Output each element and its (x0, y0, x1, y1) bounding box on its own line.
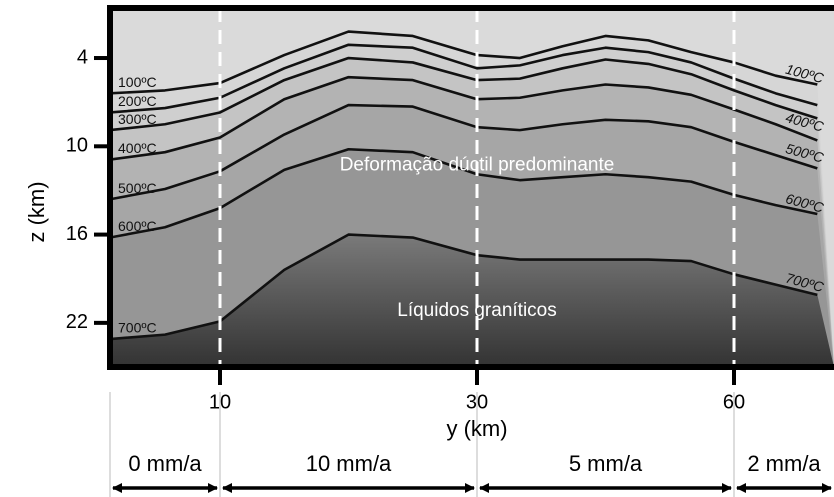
isotherm (110, 103, 818, 201)
isotherm (110, 30, 818, 95)
isotherm (110, 233, 818, 341)
isotherm-label: 300ºC (118, 111, 157, 127)
y-tick-label: 10 (66, 135, 88, 157)
isotherm (110, 43, 818, 114)
x-axis-label: y (km) (446, 416, 507, 441)
zone-label: 2 mm/a (747, 451, 821, 476)
y-axis-label: z (km) (24, 181, 49, 242)
isotherm-label: 600ºC (118, 218, 157, 234)
zone-label: 0 mm/a (128, 451, 202, 476)
annotation: Líquidos graníticos (397, 300, 557, 321)
isotherm-label: 100ºC (118, 74, 157, 90)
isotherm-label: 700ºC (118, 320, 157, 336)
temperature-zone (110, 234, 834, 367)
y-tick-label: 16 (66, 223, 88, 245)
isotherm (110, 75, 818, 161)
plot-area: 100ºC 100ºC200ºC300ºC400ºC400ºC500ºC500ºC… (110, 8, 834, 367)
zone-label: 5 mm/a (569, 451, 643, 476)
y-tick-label: 22 (66, 311, 88, 333)
zone-label: 10 mm/a (306, 451, 392, 476)
isotherm (110, 147, 818, 239)
annotation: Deformação dúctil predominante (340, 154, 615, 175)
isotherm-label: 200ºC (118, 93, 157, 109)
isotherm-label: 500ºC (118, 180, 157, 196)
isotherm-label: 400ºC (118, 140, 157, 156)
isotherm (110, 56, 818, 132)
y-tick-label: 4 (77, 46, 88, 68)
